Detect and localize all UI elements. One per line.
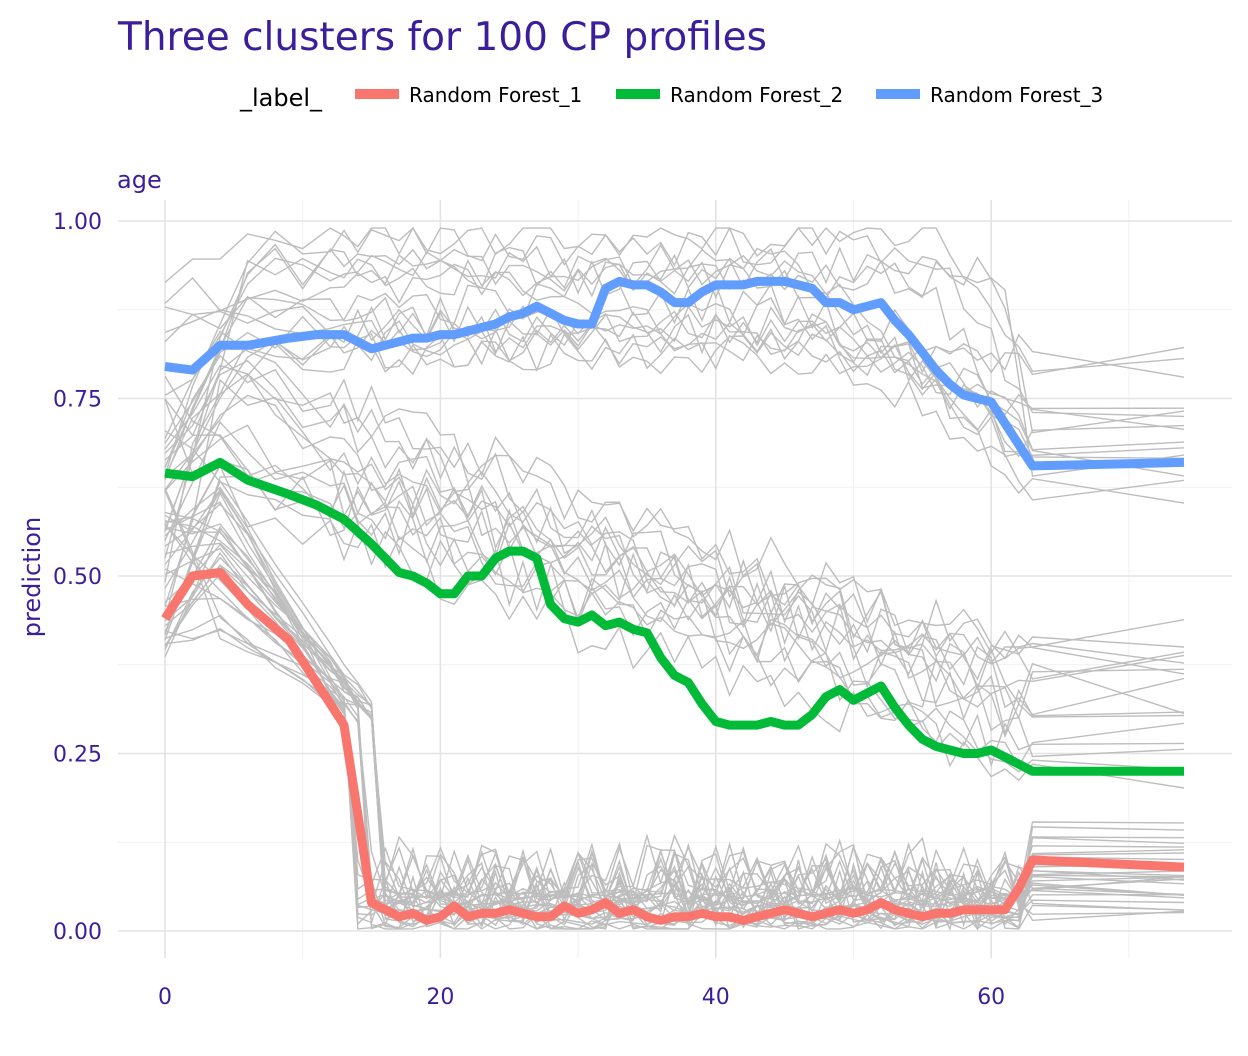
- cp-profile-line: [164, 378, 1185, 716]
- cp-profile-line: [164, 322, 1185, 461]
- cp-profile-line: [164, 247, 1185, 504]
- cp-profile-line: [164, 547, 1185, 917]
- legend-label: Random Forest_1: [409, 83, 582, 107]
- cp-profile-line: [164, 226, 1185, 373]
- cp-profile-line: [164, 282, 1185, 481]
- cp-profile-line: [164, 430, 1185, 720]
- cluster-lines: [161, 276, 1185, 925]
- x-axis-ticks: 0 20 40 60: [158, 985, 1005, 1010]
- series-line-random-forest-1: [161, 568, 1185, 925]
- cp-profile-line: [164, 523, 1185, 899]
- x-tick-label: 60: [977, 985, 1005, 1010]
- legend-key: [355, 89, 399, 99]
- cp-profile-line: [164, 332, 1185, 478]
- cp-profile-line: [164, 597, 1185, 932]
- cp-profile-line: [164, 257, 1185, 533]
- y-tick-label: 0.00: [53, 920, 102, 945]
- y-tick-label: 0.25: [53, 743, 102, 768]
- cp-profile-line: [164, 295, 1185, 501]
- x-tick-label: 40: [702, 985, 730, 1010]
- cp-profile-line: [164, 375, 1185, 768]
- cp-profile-line: [164, 525, 1185, 931]
- cp-profile-line: [164, 490, 1185, 908]
- cp-profile-line: [164, 399, 1185, 675]
- y-tick-label: 0.75: [53, 388, 102, 413]
- cp-profile-line: [164, 309, 1185, 469]
- cp-profile-line: [164, 394, 1185, 681]
- cp-profile-line: [164, 226, 1185, 476]
- legend-title: _label_: [239, 84, 323, 112]
- legend-label: Random Forest_2: [670, 83, 843, 107]
- chart-title: Three clusters for 100 CP profiles: [117, 15, 767, 60]
- legend: _label_ Random Forest_1 Random Forest_2 Ra…: [239, 83, 1103, 112]
- cp-profile-line: [164, 398, 1185, 737]
- background-profiles: [164, 226, 1185, 932]
- series-line-random-forest-2: [164, 457, 1184, 776]
- x-tick-label: 0: [158, 985, 172, 1010]
- legend-key: [876, 89, 920, 99]
- series-line-random-forest-3: [164, 276, 1185, 471]
- cp-profile-line: [164, 330, 1185, 739]
- legend-key: [616, 89, 660, 99]
- panel-label-age: age: [117, 166, 162, 194]
- y-tick-label: 0.50: [53, 565, 102, 590]
- y-tick-label: 1.00: [53, 210, 102, 235]
- cp-profile-line: [164, 331, 1185, 491]
- cp-profile-line: [164, 354, 1185, 656]
- y-axis-ticks: 0.00 0.25 0.50 0.75 1.00: [53, 210, 102, 945]
- y-axis-title: prediction: [18, 517, 46, 637]
- cp-profile-line: [164, 464, 1185, 789]
- cp-profile-line: [164, 464, 1185, 660]
- cp-profile-line: [164, 486, 1185, 903]
- legend-label: Random Forest_3: [930, 83, 1103, 107]
- x-tick-label: 20: [426, 985, 454, 1010]
